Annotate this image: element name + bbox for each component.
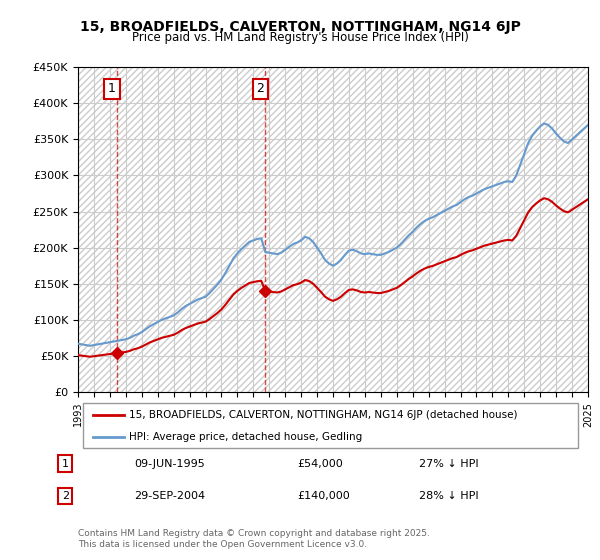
Text: 27% ↓ HPI: 27% ↓ HPI (419, 459, 479, 469)
Text: 15, BROADFIELDS, CALVERTON, NOTTINGHAM, NG14 6JP (detached house): 15, BROADFIELDS, CALVERTON, NOTTINGHAM, … (129, 409, 517, 419)
Text: 2: 2 (257, 82, 265, 95)
Text: 29-SEP-2004: 29-SEP-2004 (134, 491, 205, 501)
FancyBboxPatch shape (83, 403, 578, 448)
Bar (78, 67, 588, 392)
Text: 2: 2 (62, 491, 69, 501)
Text: 1: 1 (62, 459, 69, 469)
Text: 1: 1 (108, 82, 116, 95)
Text: 15, BROADFIELDS, CALVERTON, NOTTINGHAM, NG14 6JP: 15, BROADFIELDS, CALVERTON, NOTTINGHAM, … (80, 20, 520, 34)
Text: £140,000: £140,000 (298, 491, 350, 501)
Text: HPI: Average price, detached house, Gedling: HPI: Average price, detached house, Gedl… (129, 432, 362, 442)
Text: £54,000: £54,000 (298, 459, 343, 469)
Text: Price paid vs. HM Land Registry's House Price Index (HPI): Price paid vs. HM Land Registry's House … (131, 31, 469, 44)
Text: 09-JUN-1995: 09-JUN-1995 (134, 459, 205, 469)
Text: 28% ↓ HPI: 28% ↓ HPI (419, 491, 479, 501)
Text: Contains HM Land Registry data © Crown copyright and database right 2025.
This d: Contains HM Land Registry data © Crown c… (78, 529, 430, 549)
